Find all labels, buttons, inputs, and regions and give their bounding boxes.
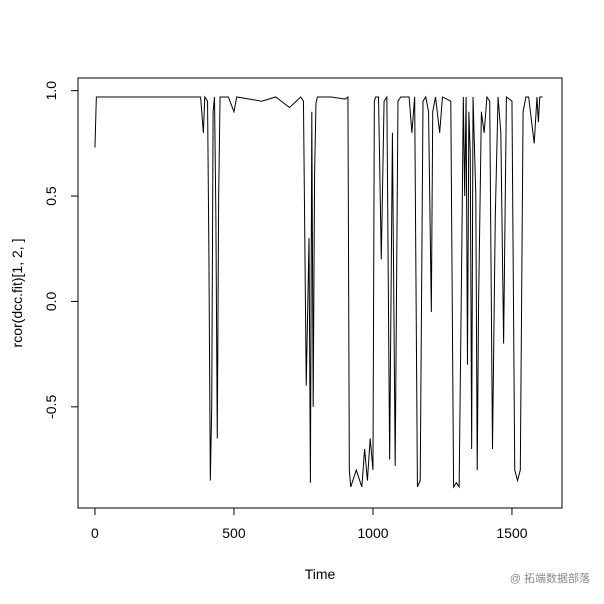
x-tick-label: 0 xyxy=(91,525,99,541)
y-axis-label: rcor(dcc.fit)[1, 2, ] xyxy=(9,239,25,348)
data-line xyxy=(94,95,543,489)
x-axis-label: Time xyxy=(305,566,336,582)
x-tick-label: 1500 xyxy=(496,525,527,541)
y-tick-label: 0.5 xyxy=(43,186,59,206)
y-tick-label: -0.5 xyxy=(43,395,59,419)
watermark: @ 拓端数据部落 xyxy=(510,571,590,585)
x-tick-label: 1000 xyxy=(357,525,388,541)
x-tick-label: 500 xyxy=(222,525,246,541)
plot-box xyxy=(77,77,563,509)
y-tick-label: 0.0 xyxy=(43,291,59,311)
y-tick-label: 1.0 xyxy=(43,81,59,101)
